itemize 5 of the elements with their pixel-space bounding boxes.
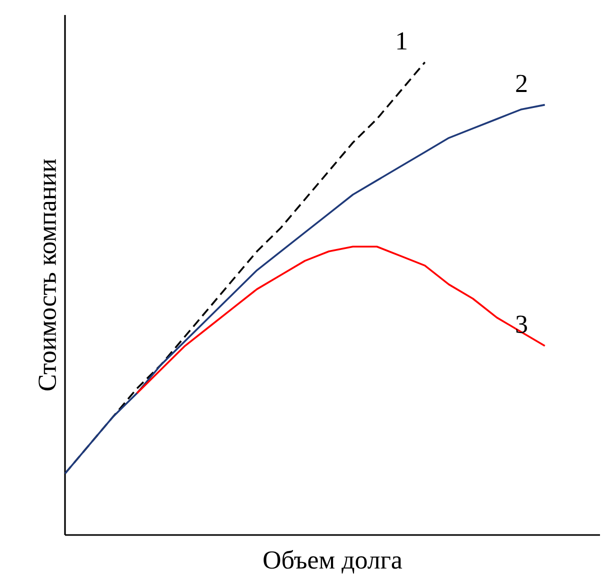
y-axis-title: Стоимость компании (38, 159, 56, 390)
series-label: 3 (516, 316, 527, 334)
x-axis-title: Объем долга (264, 550, 402, 574)
series-label: 1 (397, 32, 406, 50)
series-label: 2 (516, 74, 527, 92)
